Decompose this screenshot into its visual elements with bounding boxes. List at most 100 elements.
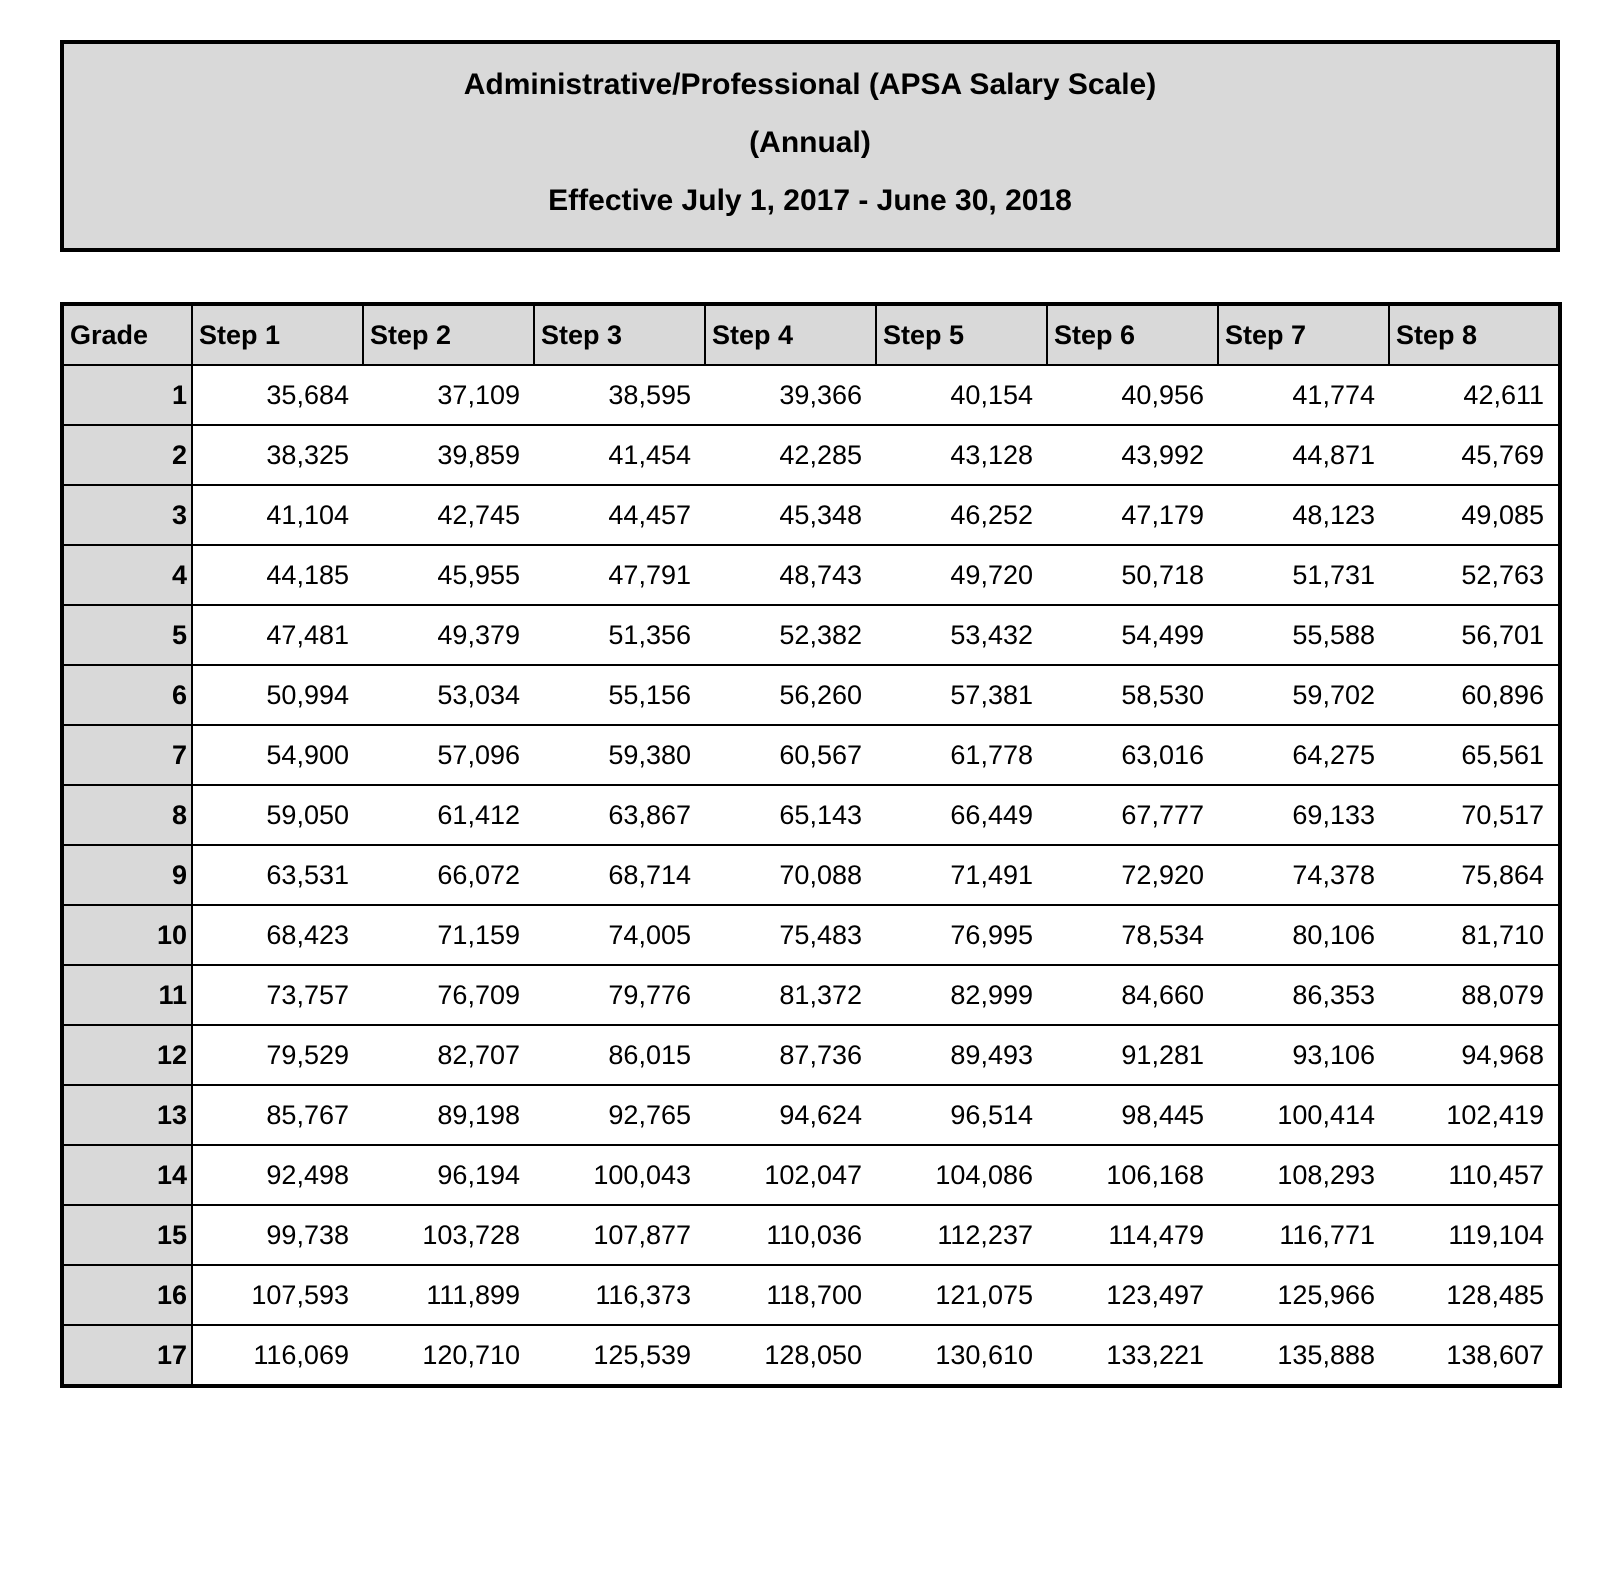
salary-cell: 86,353 [1218, 965, 1389, 1025]
salary-cell: 53,034 [363, 665, 534, 725]
salary-cell: 61,778 [876, 725, 1047, 785]
salary-table: Grade Step 1 Step 2 Step 3 Step 4 Step 5… [60, 302, 1562, 1388]
salary-cell: 118,700 [705, 1265, 876, 1325]
salary-cell: 55,156 [534, 665, 705, 725]
salary-cell: 135,888 [1218, 1325, 1389, 1386]
grade-cell: 12 [62, 1025, 192, 1085]
grade-cell: 5 [62, 605, 192, 665]
salary-cell: 91,281 [1047, 1025, 1218, 1085]
salary-cell: 47,481 [192, 605, 363, 665]
salary-cell: 64,275 [1218, 725, 1389, 785]
salary-cell: 59,702 [1218, 665, 1389, 725]
salary-cell: 45,769 [1389, 425, 1560, 485]
salary-cell: 60,567 [705, 725, 876, 785]
salary-cell: 108,293 [1218, 1145, 1389, 1205]
grade-cell: 3 [62, 485, 192, 545]
table-row: 1068,42371,15974,00575,48376,99578,53480… [62, 905, 1560, 965]
grade-cell: 9 [62, 845, 192, 905]
salary-cell: 54,499 [1047, 605, 1218, 665]
salary-cell: 41,104 [192, 485, 363, 545]
salary-cell: 74,378 [1218, 845, 1389, 905]
salary-cell: 38,325 [192, 425, 363, 485]
salary-cell: 56,260 [705, 665, 876, 725]
salary-cell: 81,710 [1389, 905, 1560, 965]
salary-cell: 59,050 [192, 785, 363, 845]
table-row: 963,53166,07268,71470,08871,49172,92074,… [62, 845, 1560, 905]
salary-cell: 128,050 [705, 1325, 876, 1386]
header-box: Administrative/Professional (APSA Salary… [60, 40, 1560, 252]
col-header-step: Step 5 [876, 304, 1047, 365]
salary-cell: 88,079 [1389, 965, 1560, 1025]
salary-cell: 96,514 [876, 1085, 1047, 1145]
col-header-step: Step 6 [1047, 304, 1218, 365]
salary-cell: 71,491 [876, 845, 1047, 905]
grade-cell: 11 [62, 965, 192, 1025]
salary-cell: 44,185 [192, 545, 363, 605]
salary-cell: 92,498 [192, 1145, 363, 1205]
salary-cell: 111,899 [363, 1265, 534, 1325]
salary-cell: 94,624 [705, 1085, 876, 1145]
salary-cell: 57,096 [363, 725, 534, 785]
col-header-step: Step 1 [192, 304, 363, 365]
salary-cell: 116,069 [192, 1325, 363, 1386]
salary-cell: 81,372 [705, 965, 876, 1025]
salary-cell: 35,684 [192, 365, 363, 425]
salary-cell: 98,445 [1047, 1085, 1218, 1145]
salary-cell: 79,776 [534, 965, 705, 1025]
salary-cell: 103,728 [363, 1205, 534, 1265]
page: Administrative/Professional (APSA Salary… [0, 0, 1620, 1588]
col-header-step: Step 2 [363, 304, 534, 365]
salary-cell: 47,179 [1047, 485, 1218, 545]
grade-cell: 15 [62, 1205, 192, 1265]
salary-cell: 48,743 [705, 545, 876, 605]
salary-cell: 71,159 [363, 905, 534, 965]
salary-cell: 119,104 [1389, 1205, 1560, 1265]
table-row: 444,18545,95547,79148,74349,72050,71851,… [62, 545, 1560, 605]
salary-cell: 107,877 [534, 1205, 705, 1265]
table-header-row: Grade Step 1 Step 2 Step 3 Step 4 Step 5… [62, 304, 1560, 365]
salary-cell: 93,106 [1218, 1025, 1389, 1085]
salary-cell: 94,968 [1389, 1025, 1560, 1085]
salary-cell: 42,745 [363, 485, 534, 545]
salary-cell: 80,106 [1218, 905, 1389, 965]
table-row: 238,32539,85941,45442,28543,12843,99244,… [62, 425, 1560, 485]
col-header-step: Step 7 [1218, 304, 1389, 365]
salary-cell: 65,561 [1389, 725, 1560, 785]
salary-cell: 43,128 [876, 425, 1047, 485]
salary-cell: 50,994 [192, 665, 363, 725]
grade-cell: 4 [62, 545, 192, 605]
salary-cell: 52,382 [705, 605, 876, 665]
table-row: 1492,49896,194100,043102,047104,086106,1… [62, 1145, 1560, 1205]
salary-cell: 104,086 [876, 1145, 1047, 1205]
table-body: 135,68437,10938,59539,36640,15440,95641,… [62, 365, 1560, 1386]
salary-cell: 40,956 [1047, 365, 1218, 425]
salary-cell: 46,252 [876, 485, 1047, 545]
salary-cell: 114,479 [1047, 1205, 1218, 1265]
salary-cell: 44,457 [534, 485, 705, 545]
salary-cell: 84,660 [1047, 965, 1218, 1025]
salary-cell: 69,133 [1218, 785, 1389, 845]
salary-cell: 45,955 [363, 545, 534, 605]
salary-cell: 100,043 [534, 1145, 705, 1205]
salary-cell: 89,198 [363, 1085, 534, 1145]
grade-cell: 1 [62, 365, 192, 425]
salary-cell: 133,221 [1047, 1325, 1218, 1386]
salary-cell: 66,072 [363, 845, 534, 905]
salary-cell: 39,366 [705, 365, 876, 425]
salary-cell: 100,414 [1218, 1085, 1389, 1145]
salary-cell: 75,483 [705, 905, 876, 965]
salary-cell: 116,373 [534, 1265, 705, 1325]
salary-cell: 49,379 [363, 605, 534, 665]
salary-cell: 49,085 [1389, 485, 1560, 545]
salary-cell: 73,757 [192, 965, 363, 1025]
table-row: 341,10442,74544,45745,34846,25247,17948,… [62, 485, 1560, 545]
table-row: 1599,738103,728107,877110,036112,237114,… [62, 1205, 1560, 1265]
salary-cell: 58,530 [1047, 665, 1218, 725]
effective-date: Effective July 1, 2017 - June 30, 2018 [64, 184, 1556, 218]
salary-cell: 87,736 [705, 1025, 876, 1085]
salary-cell: 65,143 [705, 785, 876, 845]
grade-cell: 13 [62, 1085, 192, 1145]
salary-cell: 60,896 [1389, 665, 1560, 725]
salary-cell: 76,995 [876, 905, 1047, 965]
salary-cell: 63,531 [192, 845, 363, 905]
